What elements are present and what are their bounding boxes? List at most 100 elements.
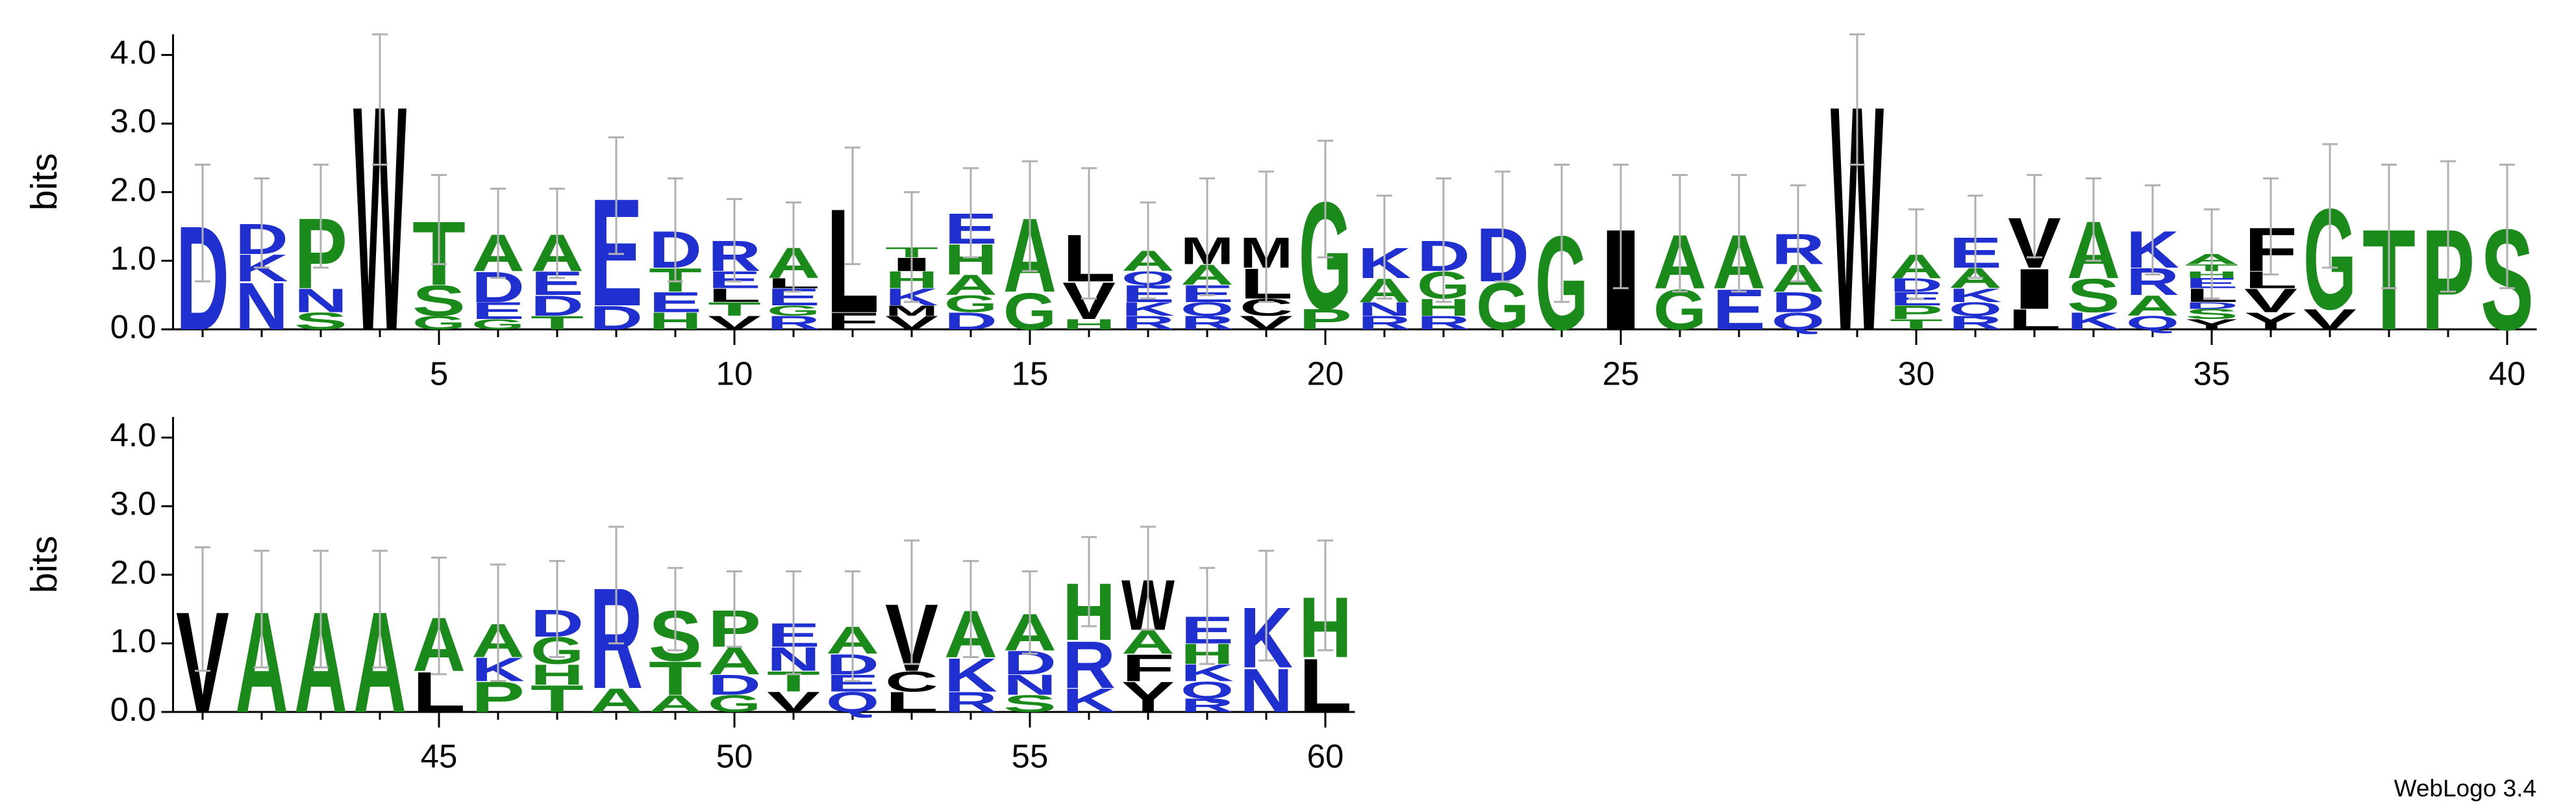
letter: T [708,298,761,320]
letter: L [1299,643,1352,729]
letter: P [1299,304,1352,336]
letter: E [649,286,702,318]
letter: N [1358,298,1411,320]
letter: L [885,687,938,718]
letter: V [708,312,761,333]
letter: Y [2244,308,2297,335]
letter: A [2126,290,2179,322]
letter: T [531,678,584,720]
y-tick-label: 0.0 [110,308,156,345]
x-tick-label: 25 [1603,355,1640,392]
letter: S [2185,306,2238,322]
letter: M [885,303,938,319]
letter: R [1181,312,1234,333]
x-tick-label: 40 [2489,355,2526,392]
x-tick-label: 45 [421,737,458,774]
letter: K [1062,681,1116,719]
letter: V [767,687,821,718]
x-tick-label: 10 [716,355,753,392]
letter: D [708,669,761,701]
y-tick-label: 2.0 [110,171,156,208]
y-tick-label: 0.0 [110,691,156,728]
x-tick-label: 15 [1012,355,1049,392]
letter: Y [1121,673,1175,721]
letter: A [590,681,643,719]
letter: N [294,282,347,320]
letter: R [767,312,820,333]
y-tick-label: 3.0 [110,103,156,140]
letter: G [944,290,997,317]
letter: C [885,666,938,698]
letter: L [708,285,761,306]
letter: K [1121,298,1175,320]
letter: S [2067,268,2120,322]
letter: R [944,687,997,718]
letter: K [2067,308,2120,335]
letter: E [471,298,525,324]
y-tick-label: 4.0 [110,34,156,71]
letter: S [412,277,466,325]
letter: R [1358,312,1411,333]
letter: G [1003,283,1057,341]
letter: S [1003,691,1057,717]
letter: Q [2126,312,2179,333]
letter: R [1417,312,1470,333]
x-tick-label: 35 [2194,355,2231,392]
letter: G [708,691,761,717]
letter: D [944,308,997,335]
letter: Y [2185,316,2238,333]
letter: Q [1181,677,1234,704]
letter: V [2244,282,2297,320]
letter: G [767,303,820,319]
letter: V [885,312,938,333]
letter: P [1890,301,1943,323]
letter: V [1240,312,1293,333]
letter: R [1121,312,1175,333]
y-tick-label: 1.0 [110,240,156,277]
letter: V [2303,304,2357,336]
letter: S [294,308,347,335]
letter: H [531,659,584,691]
letter: G [412,312,466,333]
letter: H [649,308,702,335]
letter: F [1121,647,1175,689]
letter: T [649,651,702,705]
x-tick-label: 60 [1307,737,1344,774]
x-tick-label: 50 [716,737,753,774]
letter: H [1062,316,1116,333]
letter: G [471,316,525,333]
y-tick-label: 1.0 [110,622,156,659]
y-tick-label: 2.0 [110,553,156,590]
y-tick-label: 4.0 [110,416,156,453]
x-tick-label: 55 [1012,737,1049,774]
letter: F [826,308,879,335]
letter: N [1240,655,1293,726]
letter: D [531,290,584,322]
letter: A [944,270,997,301]
x-tick-label: 20 [1307,355,1344,392]
letter: Q [1949,298,2002,320]
letter: K [1949,285,2002,306]
letter: T [1890,316,1943,333]
letter: Q [1181,298,1234,320]
x-tick-label: 5 [430,355,448,392]
letter: D [2185,300,2238,311]
y-axis-label: bits [23,536,65,594]
letter: R [1062,628,1116,703]
letter: N [1003,669,1057,701]
x-tick-label: 30 [1898,355,1935,392]
letter: D [590,299,643,336]
y-axis-label: bits [23,153,65,211]
letter: I [2008,258,2061,322]
footer: WebLogo 3.4 [2394,775,2536,802]
letter: A [649,691,702,717]
letter: T [531,312,584,333]
letter: L [2008,304,2061,336]
letter: D [1771,286,1825,318]
letter: Q [826,687,879,718]
letter: Q [1771,308,1825,335]
letter: N [235,269,288,344]
letter: R [1949,312,2002,333]
y-tick-label: 3.0 [110,485,156,522]
